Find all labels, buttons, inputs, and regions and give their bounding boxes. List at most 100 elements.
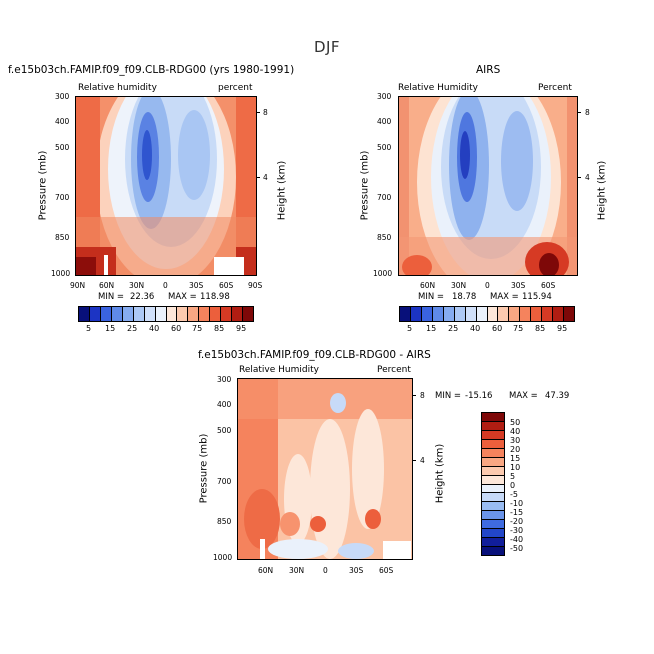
panel2-colorbar bbox=[399, 306, 575, 322]
panel1-colorbar-swatch-3 bbox=[111, 307, 123, 321]
panel2-y2tick-4: 4 bbox=[585, 173, 590, 182]
panel2-colorbar-swatch-5 bbox=[454, 307, 466, 321]
panel3-title: f.e15b03ch.FAMIP.f09_f09.CLB-RDG00 - AIR… bbox=[198, 349, 431, 361]
panel3-cb-label-10: 10 bbox=[510, 463, 521, 472]
panel3-colorbar-swatch-3 bbox=[482, 439, 504, 449]
panel1-colorbar-swatch-12 bbox=[210, 307, 222, 321]
panel2-colorbar-swatch-15 bbox=[564, 307, 574, 321]
panel1-ylabel: Pressure (mb) bbox=[37, 150, 49, 221]
panel3-cb-label-neg50: -50 bbox=[510, 544, 524, 553]
panel3-left-label: Relative Humidity bbox=[239, 365, 319, 375]
panel2-left-label: Relative Humidity bbox=[398, 83, 478, 93]
panel3-colorbar-swatch-15 bbox=[482, 547, 504, 555]
panel3-colorbar-swatch-4 bbox=[482, 448, 504, 458]
panel3-xtick-60n: 60N bbox=[258, 566, 274, 575]
panel3-colorbar-swatch-0 bbox=[482, 413, 504, 422]
panel1-cb-label-60: 60 bbox=[171, 324, 182, 333]
panel1-colorbar-swatch-14 bbox=[232, 307, 244, 321]
panel2-cb-label-85: 85 bbox=[535, 324, 546, 333]
panel3-heatmap bbox=[237, 378, 413, 560]
panel3-xtick-30s: 30S bbox=[349, 566, 364, 575]
panel3-colorbar-swatch-13 bbox=[482, 529, 504, 539]
panel2-title: AIRS bbox=[476, 64, 501, 76]
panel3-ytick-700: 700 bbox=[217, 477, 232, 486]
panel2-y2tick-8: 8 bbox=[585, 108, 590, 117]
panel3-y2label: Height (km) bbox=[434, 443, 446, 504]
panel1-colorbar-swatch-10 bbox=[188, 307, 200, 321]
panel3-colorbar-swatch-2 bbox=[482, 430, 504, 440]
panel3-max-value: 47.39 bbox=[545, 391, 570, 401]
panel1-cb-label-40: 40 bbox=[149, 324, 160, 333]
panel3-cb-label-0: 0 bbox=[510, 481, 516, 490]
panel3-colorbar bbox=[481, 412, 505, 556]
panel2-ylabel: Pressure (mb) bbox=[359, 150, 371, 221]
panel3-cb-label-neg15: -15 bbox=[510, 508, 524, 517]
panel1-cb-label-75: 75 bbox=[192, 324, 203, 333]
panel2-ytick-700: 700 bbox=[377, 193, 392, 202]
panel3-cb-label-40: 40 bbox=[510, 427, 521, 436]
panel1-cb-label-95: 95 bbox=[236, 324, 247, 333]
panel1-y2tick-4-mark bbox=[256, 177, 260, 178]
panel2-colorbar-swatch-8 bbox=[487, 307, 499, 321]
panel1-xtick-0: 0 bbox=[163, 281, 168, 290]
panel2-cb-label-60: 60 bbox=[492, 324, 503, 333]
panel2-ytick-300: 300 bbox=[377, 92, 392, 101]
panel2-cb-label-75: 75 bbox=[513, 324, 524, 333]
panel2-ytick-1000: 1000 bbox=[373, 269, 393, 278]
panel1-left-label: Relative humidity bbox=[78, 83, 157, 93]
panel3-y2tick-4: 4 bbox=[420, 456, 425, 465]
panel2-colorbar-swatch-14 bbox=[553, 307, 565, 321]
panel2-y2tick-8-mark bbox=[577, 112, 581, 113]
page-title: DJF bbox=[313, 38, 341, 56]
panel3-colorbar-swatch-7 bbox=[482, 475, 504, 485]
panel2-colorbar-swatch-4 bbox=[443, 307, 455, 321]
panel1-ytick-850: 850 bbox=[55, 233, 70, 242]
panel1-y2tick-8-mark bbox=[256, 112, 260, 113]
panel3-colorbar-swatch-5 bbox=[482, 457, 504, 467]
panel2-cb-label-25: 25 bbox=[448, 324, 459, 333]
panel3-cb-label-15: 15 bbox=[510, 454, 521, 463]
panel1-colorbar-swatch-5 bbox=[133, 307, 145, 321]
panel1-ytick-1000: 1000 bbox=[51, 269, 71, 278]
panel2-colorbar-swatch-3 bbox=[432, 307, 444, 321]
panel3-ytick-850: 850 bbox=[217, 517, 232, 526]
panel1-xtick-90n: 90N bbox=[70, 281, 86, 290]
panel2-colorbar-swatch-0 bbox=[400, 307, 411, 321]
panel1-xtick-60s: 60S bbox=[219, 281, 234, 290]
panel2-ytick-850: 850 bbox=[377, 233, 392, 242]
panel1-heatmap bbox=[75, 96, 257, 276]
panel1-colorbar-swatch-9 bbox=[177, 307, 189, 321]
panel3-cb-label-50: 50 bbox=[510, 418, 521, 427]
panel1-cb-label-85: 85 bbox=[214, 324, 225, 333]
panel3-right-label: Percent bbox=[377, 365, 411, 375]
panel1-min-label: MIN = bbox=[98, 292, 125, 302]
panel1-xtick-90s: 90S bbox=[248, 281, 263, 290]
panel3-cb-label-neg30: -30 bbox=[510, 526, 524, 535]
panel2-colorbar-swatch-9 bbox=[498, 307, 510, 321]
panel3-colorbar-swatch-12 bbox=[482, 520, 504, 530]
panel2-colorbar-swatch-2 bbox=[421, 307, 433, 321]
panel1-xtick-30s: 30S bbox=[189, 281, 204, 290]
panel1-colorbar-swatch-7 bbox=[155, 307, 167, 321]
panel3-ytick-300: 300 bbox=[217, 375, 232, 384]
panel2-cb-label-95: 95 bbox=[557, 324, 568, 333]
panel3-colorbar-swatch-11 bbox=[482, 511, 504, 521]
panel3-xtick-0: 0 bbox=[323, 566, 328, 575]
panel1-colorbar-swatch-2 bbox=[100, 307, 112, 321]
panel3-xtick-30n: 30N bbox=[289, 566, 305, 575]
panel3-colorbar-swatch-9 bbox=[482, 493, 504, 503]
panel3-colorbar-swatch-8 bbox=[482, 484, 504, 494]
panel2-xtick-30s: 30S bbox=[511, 281, 526, 290]
panel3-y2tick-8: 8 bbox=[420, 391, 425, 400]
panel1-colorbar-swatch-11 bbox=[199, 307, 211, 321]
panel1-cb-label-5: 5 bbox=[86, 324, 92, 333]
panel1-max-label: MAX = bbox=[168, 292, 197, 302]
panel2-colorbar-swatch-12 bbox=[531, 307, 543, 321]
panel2-min-label: MIN = bbox=[418, 292, 445, 302]
panel1-colorbar-swatch-6 bbox=[144, 307, 156, 321]
panel1-ytick-500: 500 bbox=[55, 143, 70, 152]
panel1-min-value: 22.36 bbox=[130, 292, 155, 302]
panel2-min-value: 18.78 bbox=[452, 292, 477, 302]
panel3-cb-label-neg20: -20 bbox=[510, 517, 524, 526]
panel3-min-label: MIN = bbox=[435, 391, 462, 401]
